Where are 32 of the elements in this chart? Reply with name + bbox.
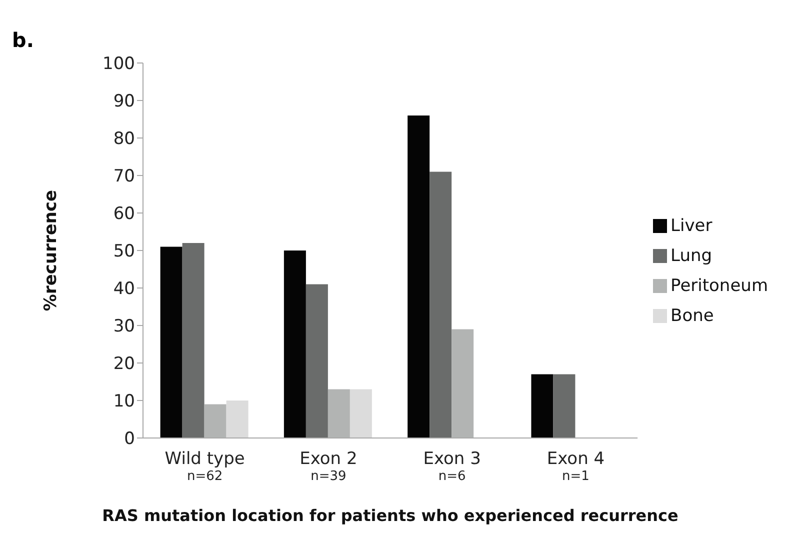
bar [306, 284, 328, 438]
y-tick-label: 0 [124, 429, 135, 450]
y-tick-label: 80 [113, 129, 135, 150]
legend-label: Bone [670, 306, 714, 326]
bar [350, 389, 372, 438]
bar [182, 243, 204, 438]
x-axis-title: RAS mutation location for patients who experienced recurrence [102, 506, 679, 525]
y-tick-label: 100 [102, 54, 135, 74]
bar [430, 172, 452, 438]
y-tick-label: 10 [113, 392, 135, 412]
y-tick-label: 50 [113, 242, 135, 262]
y-axis-title: %recurrence [41, 190, 62, 312]
bar [408, 116, 430, 438]
y-tick-label: 70 [113, 166, 135, 187]
x-tick-label: Wild type n=62 [164, 449, 245, 484]
legend-label: Lung [670, 246, 712, 266]
bar [531, 374, 554, 438]
legend-label: Peritoneum [670, 276, 768, 296]
x-tick-label: Exon 4 n=1 [546, 449, 605, 484]
bar [284, 250, 306, 438]
bar [160, 246, 182, 438]
y-tick-label: 30 [113, 316, 135, 337]
text: b. [12, 28, 34, 52]
x-tick-label: Exon 2 n=39 [300, 449, 358, 484]
y-tick-label: 40 [113, 279, 135, 300]
y-tick-label: 20 [113, 354, 135, 374]
bar [553, 374, 576, 438]
y-tick-label: 90 [113, 92, 135, 112]
y-tick-label: 60 [113, 204, 135, 224]
bar [226, 400, 248, 438]
x-tick-label: Exon 3 n=6 [423, 449, 481, 484]
legend-label: Liver [670, 216, 712, 236]
